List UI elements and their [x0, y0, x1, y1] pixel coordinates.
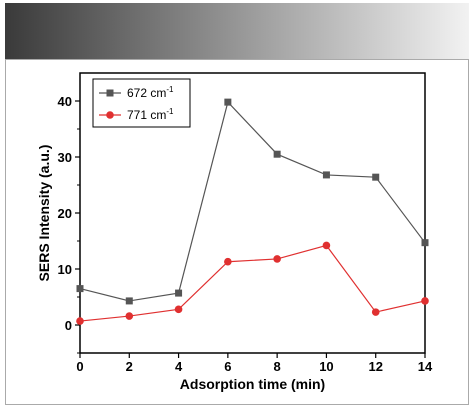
legend-label: 672 cm-1: [127, 85, 174, 100]
data-point: [322, 241, 331, 250]
y-tick-label: 20: [58, 206, 72, 221]
data-point: [421, 297, 429, 305]
data-point: [76, 285, 84, 293]
y-tick-label: 40: [58, 94, 72, 109]
x-tick-label: 4: [175, 359, 183, 374]
data-point: [273, 255, 281, 263]
legend: 672 cm-1 771 cm-1: [92, 78, 191, 128]
y-tick-label: 30: [58, 150, 72, 165]
data-point: [175, 289, 183, 297]
x-tick-label: 10: [319, 359, 333, 374]
data-point: [174, 305, 183, 314]
series-1: [76, 241, 429, 325]
x-tick-label: 6: [224, 359, 231, 374]
y-tick-label: 10: [58, 262, 72, 277]
legend-label: 771 cm-1: [127, 107, 174, 122]
x-tick-label: 12: [368, 359, 382, 374]
y-axis-label: SERS Intensity (a.u.): [36, 145, 52, 282]
data-point: [125, 312, 134, 320]
data-point: [322, 171, 330, 179]
x-tick-label: 8: [274, 359, 281, 374]
data-point: [273, 150, 281, 158]
y-axis: 0 10 20 30 40: [58, 94, 80, 354]
data-point: [224, 257, 232, 266]
x-tick-label: 14: [418, 359, 433, 374]
data-point: [371, 308, 380, 316]
data-point: [372, 173, 380, 181]
legend-marker: [106, 111, 114, 119]
x-axis: 0 2 4 6 8 10 12 14: [76, 353, 433, 374]
series-line: [79, 244, 426, 322]
series-0: [76, 98, 429, 305]
legend-box: [92, 78, 191, 128]
x-tick-label: 2: [126, 359, 133, 374]
y-tick-label: 0: [65, 318, 72, 333]
header-gradient-bar: [5, 3, 469, 59]
series-line: [79, 100, 426, 302]
x-axis-label: Adsorption time (min): [180, 376, 325, 392]
data-point: [421, 239, 429, 247]
figure-border: [5, 59, 469, 405]
data-point: [125, 297, 133, 305]
data-point: [224, 98, 232, 106]
x-tick-label: 0: [76, 359, 83, 374]
data-point: [76, 317, 84, 325]
legend-marker: [106, 89, 114, 97]
series-layer: [76, 98, 429, 325]
